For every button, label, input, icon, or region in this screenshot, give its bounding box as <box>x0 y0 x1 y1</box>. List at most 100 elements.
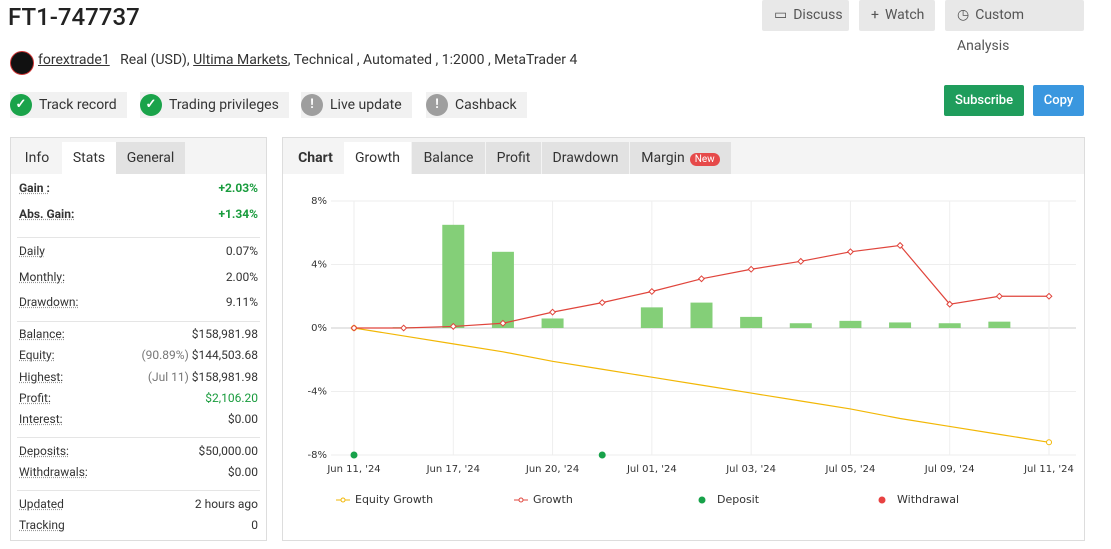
stat-value-wrap: 9.11% <box>226 295 258 309</box>
stat-label: Balance: <box>19 327 65 341</box>
stat-value-wrap: $158,981.98 <box>192 327 258 341</box>
stat-value: $0.00 <box>227 465 258 479</box>
divider <box>17 490 260 491</box>
stat-value-wrap: $0.00 <box>228 412 258 426</box>
badge-label: Cashback <box>455 97 517 113</box>
legend-swatch <box>518 497 524 503</box>
badge: ! Live update <box>301 92 412 118</box>
badge-icon: ! <box>301 94 323 116</box>
stat-value-wrap: +2.03% <box>218 181 258 195</box>
chart-tab[interactable]: Profit <box>486 142 541 174</box>
x-tick-label: Jun 17, '24 <box>426 464 480 475</box>
divider <box>17 437 260 438</box>
divider <box>17 237 260 238</box>
stat-note: (90.89%) <box>141 348 189 362</box>
bar <box>491 251 514 328</box>
chart-panel: 8% 4% 0% -4% -8% Jun 11, '24 Jun 17, '24 Jun 20… <box>282 137 1085 541</box>
bar <box>839 320 862 328</box>
legend-swatch <box>340 497 346 503</box>
stat-value: $0.00 <box>227 412 258 426</box>
bar <box>690 302 713 328</box>
stat-value-wrap: 0 <box>251 518 258 532</box>
chart-tab[interactable]: Balance <box>412 142 485 174</box>
x-tick-label: Jul 01, '24 <box>626 464 677 475</box>
dot <box>350 451 358 459</box>
x-tick-label: Jun 20, '24 <box>525 464 579 475</box>
chart-tab: Chart <box>287 142 344 174</box>
stat-label: Drawdown: <box>19 295 79 309</box>
tab-label: Margin <box>641 150 685 166</box>
header-button[interactable]: ▭ Discuss <box>762 0 849 31</box>
badge-icon: ✓ <box>10 94 32 116</box>
stat-value-wrap: 0.07% <box>226 244 258 258</box>
marker <box>648 287 656 296</box>
tab-label: Growth <box>355 150 400 166</box>
header-button[interactable]: ◷ Custom Analysis <box>945 0 1084 54</box>
chart-tab[interactable]: Drawdown <box>542 142 629 174</box>
legend-label: Growth <box>533 493 573 506</box>
stat-row: Gain : +2.03% <box>19 181 258 195</box>
stats-tab[interactable]: Stats <box>62 142 116 174</box>
bar <box>541 318 564 328</box>
stat-value: 9.11% <box>225 295 258 309</box>
stat-value-wrap: (Jul 11) $158,981.98 <box>148 370 258 384</box>
stat-label: Withdrawals: <box>19 465 88 479</box>
action-button[interactable]: Subscribe <box>944 85 1024 116</box>
stat-row: Profit: $2,106.20 <box>19 391 258 405</box>
stats-tab[interactable]: Info <box>24 150 50 166</box>
stat-value: 0 <box>251 518 258 532</box>
stat-value: 2 hours ago <box>194 497 258 511</box>
stat-value: $2,106.20 <box>205 391 258 405</box>
chart-tab[interactable]: Margin New <box>630 142 731 174</box>
stats-tab[interactable]: General <box>116 142 185 174</box>
header-button[interactable]: + Watch <box>859 0 935 31</box>
x-tick-label: Jul 05, '24 <box>825 464 876 475</box>
account-line: forextrade1 Real (USD), Ultima Markets, … <box>38 52 577 68</box>
stat-label: Gain : <box>19 181 50 195</box>
stat-label: Equity: <box>19 348 55 362</box>
stat-label: Updated <box>19 497 64 511</box>
marker <box>896 241 904 249</box>
user-link[interactable]: forextrade1 <box>38 52 110 68</box>
stat-label: Profit: <box>19 391 51 405</box>
bar <box>640 307 663 328</box>
stat-value-wrap: $2,106.20 <box>205 391 258 405</box>
stat-row: Interest: $0.00 <box>19 412 258 426</box>
bar <box>938 323 961 328</box>
y-tick-label: 0% <box>311 323 327 334</box>
stat-row: Abs. Gain: +1.34% <box>19 207 258 221</box>
action-button[interactable]: Copy <box>1033 85 1084 116</box>
stat-value: $50,000.00 <box>198 444 258 458</box>
legend-swatch <box>878 496 886 504</box>
new-badge: New <box>689 153 720 166</box>
badge: ✓ Trading privileges <box>140 92 289 118</box>
stat-note: (Jul 11) <box>147 370 189 384</box>
bar <box>442 224 465 328</box>
account-type: Real (USD), <box>120 52 190 68</box>
stat-value-wrap: +1.34% <box>218 207 258 221</box>
marker <box>598 299 606 307</box>
chart-tab[interactable]: Growth <box>344 142 411 174</box>
account-details: , Technical , Automated , 1:2000 , MetaT… <box>287 52 578 68</box>
stat-row: Monthly: 2.00% <box>19 270 258 284</box>
stat-row: Daily 0.07% <box>19 244 258 258</box>
bar <box>988 321 1011 328</box>
badge-icon: ! <box>426 94 448 116</box>
y-tick-label: 8% <box>311 196 327 207</box>
marker <box>1046 439 1052 446</box>
stat-label: Interest: <box>19 412 63 426</box>
broker-link[interactable]: Ultima Markets <box>193 52 288 68</box>
bar <box>889 322 912 328</box>
stat-value: 0.07% <box>225 244 258 258</box>
stat-value-wrap: $50,000.00 <box>199 444 258 458</box>
stat-value: +2.03% <box>218 181 258 195</box>
button-icon: ◷ <box>957 7 970 23</box>
stat-value: $144,503.68 <box>191 348 258 362</box>
chart: 8% 4% 0% -4% -8% Jun 11, '24 Jun 17, '24 Jun 20… <box>308 196 1076 506</box>
marker <box>400 324 408 332</box>
stat-row: Highest: (Jul 11) $158,981.98 <box>19 370 258 384</box>
stat-row: Deposits: $50,000.00 <box>19 444 258 458</box>
marker <box>995 292 1003 300</box>
stat-label: Highest: <box>19 370 64 384</box>
